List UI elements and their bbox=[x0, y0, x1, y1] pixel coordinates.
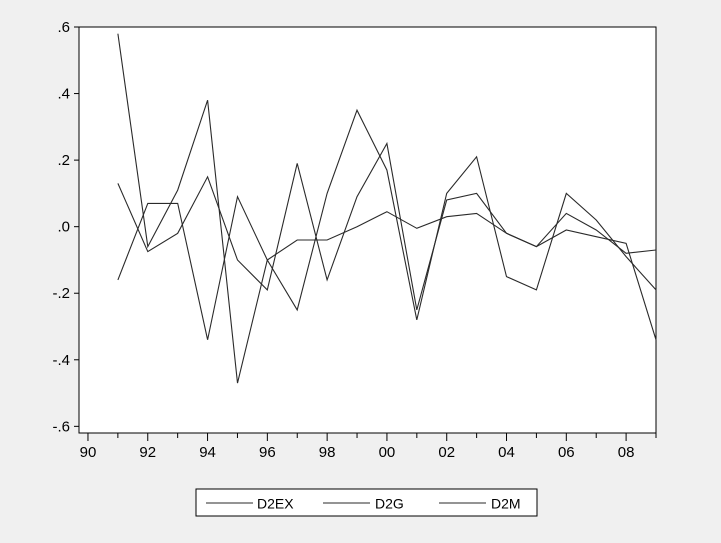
y-tick-label: -.6 bbox=[52, 418, 70, 435]
plot-area bbox=[78, 26, 657, 434]
series-line-d2ex bbox=[117, 141, 657, 340]
x-tick-label: 92 bbox=[139, 444, 156, 461]
legend-label-d2g: D2G bbox=[375, 496, 404, 512]
y-tick-label: -.4 bbox=[52, 352, 70, 369]
series-line-d2g bbox=[117, 108, 657, 340]
y-tick-label: -.2 bbox=[52, 285, 70, 302]
y-tick-label: .4 bbox=[57, 86, 70, 103]
x-tick-label: 98 bbox=[319, 444, 336, 461]
y-tick-label: .2 bbox=[57, 152, 70, 169]
y-axis: .6 .4 .2 .0 -.2 -.4 -.6 bbox=[52, 19, 79, 435]
x-tick-label: 06 bbox=[558, 444, 575, 461]
x-tick-label: 90 bbox=[80, 444, 97, 461]
legend-label-d2m: D2M bbox=[491, 496, 521, 512]
series-layer bbox=[117, 33, 657, 384]
series-line-d2m bbox=[117, 33, 657, 384]
x-axis: 90 92 94 96 98 00 02 04 06 08 bbox=[80, 433, 657, 461]
x-tick-label: 08 bbox=[618, 444, 635, 461]
y-tick-label: .0 bbox=[57, 219, 70, 236]
x-tick-label: 94 bbox=[199, 444, 216, 461]
x-tick-label: 96 bbox=[259, 444, 276, 461]
legend-label-d2ex: D2EX bbox=[257, 496, 294, 512]
legend: D2EX D2G D2M bbox=[195, 488, 538, 517]
x-tick-label: 00 bbox=[379, 444, 396, 461]
y-tick-label: .6 bbox=[57, 19, 70, 36]
x-tick-label: 02 bbox=[438, 444, 455, 461]
x-tick-label: 04 bbox=[498, 444, 515, 461]
